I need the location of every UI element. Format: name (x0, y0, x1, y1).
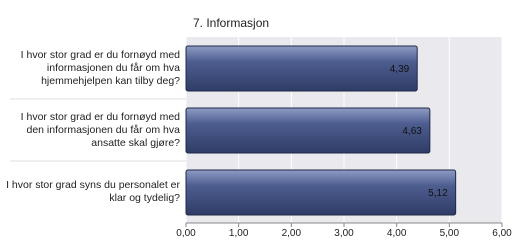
chart-title: 7. Informasjon (193, 16, 269, 30)
x-tick-label: 1,00 (229, 228, 249, 239)
bar (185, 45, 418, 92)
y-tick-label: I hvor stor grad er du fornøyd med den i… (20, 110, 180, 149)
x-tick-label: 2,00 (282, 228, 302, 239)
x-tick-label: 6,00 (492, 228, 512, 239)
x-tick-label: 3,00 (334, 228, 354, 239)
value-label: 5,12 (428, 188, 448, 199)
x-tick-label: 4,00 (387, 228, 407, 239)
value-label: 4,63 (402, 126, 422, 137)
x-tick-label: 5,00 (440, 228, 460, 239)
y-tick-label: I hvor stor grad er du fornøyd med infor… (20, 48, 180, 87)
value-label: 4,39 (390, 64, 410, 75)
bar (185, 107, 431, 154)
bar (185, 169, 457, 216)
x-tick-label: 0,00 (176, 228, 196, 239)
y-tick-label: I hvor stor grad syns du personalet er k… (6, 179, 180, 204)
